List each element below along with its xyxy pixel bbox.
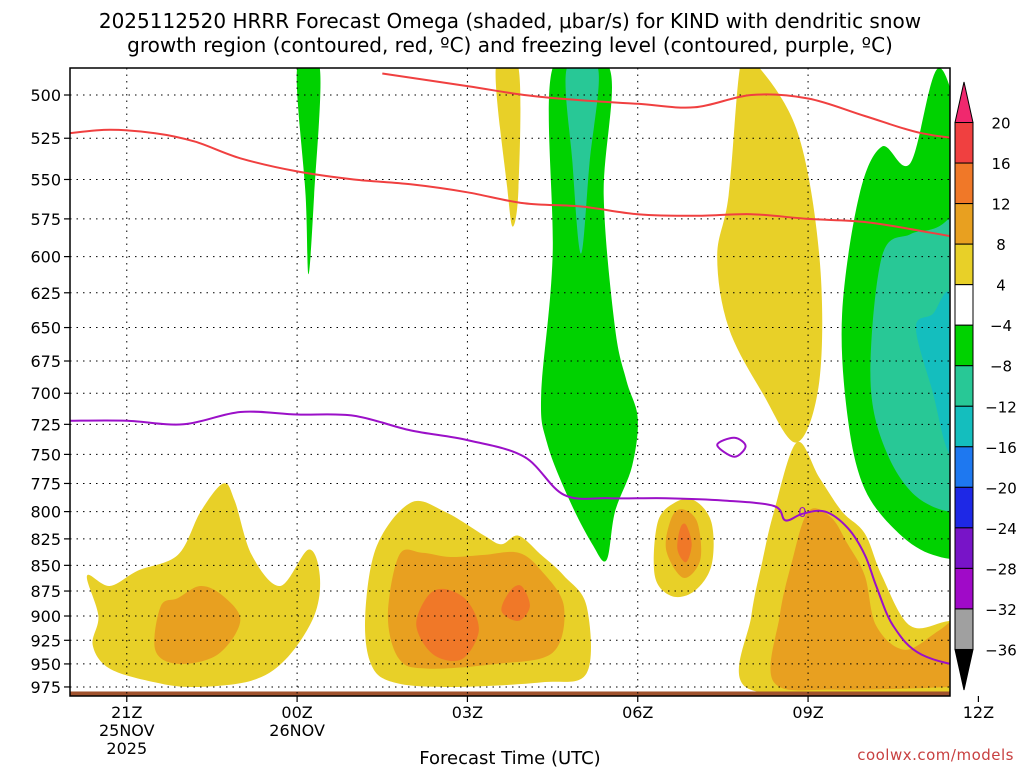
colorbar-swatch-3 (954, 203, 974, 245)
omega-region-16 (416, 588, 479, 662)
omega-region-20 (677, 523, 692, 563)
colorbar-label-11: −28 (985, 560, 1017, 578)
colorbar-swatch-13 (954, 608, 974, 650)
y-tick-label-925: 925 (30, 631, 61, 650)
colorbar-label-9: −20 (985, 479, 1017, 497)
colorbar-label-2: 12 (991, 196, 1010, 214)
grid-lines (70, 68, 950, 696)
dendritic-contour-0 (382, 72, 950, 139)
y-tick-label-900: 900 (30, 607, 61, 626)
plot-frame (69, 67, 951, 697)
colorbar-label-5: −4 (990, 317, 1012, 335)
omega-region-2 (540, 68, 638, 562)
colorbar-label-12: −32 (985, 601, 1017, 619)
colorbar-label-6: −8 (990, 358, 1012, 376)
colorbar-swatch-12 (954, 567, 974, 610)
colorbar-swatch-4 (954, 243, 974, 286)
y-tick-label-975: 975 (30, 678, 61, 697)
x-tick-label-0-1: 25NOV (99, 721, 155, 740)
y-tick-label-650: 650 (30, 319, 61, 338)
y-axis: 500 525 550 575 600 625 650 675 700 725 750 775 800 8… (30, 86, 70, 697)
colorbar-swatch-9 (954, 446, 974, 488)
y-tick-label-700: 700 (30, 384, 61, 403)
colorbar-label-4: 4 (996, 277, 1006, 295)
omega-region-7 (915, 291, 950, 455)
y-tick-label-675: 675 (30, 352, 61, 371)
y-tick-label-750: 750 (30, 445, 61, 464)
y-tick-label-875: 875 (30, 582, 61, 601)
x-tick-label-2-0: 03Z (452, 703, 483, 722)
x-tick-label-4-0: 09Z (792, 703, 823, 722)
y-tick-label-800: 800 (30, 503, 61, 522)
y-tick-label-950: 950 (30, 655, 61, 674)
colorbar-label-1: 16 (991, 155, 1010, 173)
colorbar-swatch-8 (954, 405, 974, 448)
y-tick-label-575: 575 (30, 210, 61, 229)
omega-region-17 (501, 585, 530, 621)
colorbar-swatch-6 (954, 324, 974, 367)
omega-region-6 (870, 217, 950, 512)
colorbar-label-8: −16 (985, 439, 1017, 457)
y-tick-label-725: 725 (30, 415, 61, 434)
omega-region-4 (717, 68, 823, 443)
x-tick-label-1-1: 26NOV (269, 721, 325, 740)
colorbar-label-7: −12 (985, 398, 1017, 416)
chart-title-line-1: 2025112520 HRRR Forecast Omega (shaded, … (99, 9, 921, 33)
y-tick-label-825: 825 (30, 530, 61, 549)
x-axis-title: Forecast Time (UTC) (419, 748, 600, 768)
x-tick-label-0-2: 2025 (106, 739, 147, 758)
colorbar-swatch-7 (954, 365, 974, 407)
y-tick-label-775: 775 (30, 474, 61, 493)
colorbar-label-10: −24 (985, 520, 1017, 538)
y-tick-label-500: 500 (30, 86, 61, 105)
y-tick-label-525: 525 (30, 129, 61, 148)
colorbar-label-13: −36 (985, 641, 1017, 659)
x-tick-label-1-0: 00Z (281, 703, 312, 722)
colorbar-label-0: 20 (991, 115, 1010, 133)
omega-region-12 (86, 483, 321, 688)
y-tick-label-625: 625 (30, 284, 61, 303)
colorbar-swatch-1 (954, 122, 974, 164)
colorbar-swatch-0 (954, 81, 974, 124)
ground-strip (70, 691, 950, 696)
dendritic-contour-1 (70, 128, 950, 238)
freezing-level-label: 0 (798, 506, 806, 521)
omega-region-22 (770, 508, 950, 691)
omega-region-0 (296, 68, 321, 275)
y-tick-label-850: 850 (30, 556, 61, 575)
omega-region-1 (495, 68, 521, 227)
colorbar-swatch-10 (954, 486, 974, 529)
colorbar-swatch-14 (954, 648, 974, 691)
omega-region-15 (387, 549, 565, 669)
colorbar: 20 16 12 8 4 −4 −8 −12 −16 −20 −24 −28 −32 −36 (954, 81, 1017, 691)
colorbar-swatch-5 (954, 284, 974, 326)
credit-text: coolwx.com/models (857, 746, 1014, 764)
omega-region-13 (154, 585, 241, 665)
colorbar-swatch-2 (954, 162, 974, 205)
freezing-level-contour (70, 410, 950, 665)
x-tick-label-3-0: 06Z (622, 703, 653, 722)
colorbar-swatch-11 (954, 527, 974, 569)
freezing-level-loop (716, 436, 747, 458)
x-tick-label-5-0: 12Z (963, 703, 994, 722)
y-tick-label-600: 600 (30, 248, 61, 267)
contour-lines: 0 (70, 72, 950, 665)
y-tick-label-550: 550 (30, 170, 61, 189)
omega-region-3 (565, 68, 599, 254)
x-tick-label-0-0: 21Z (111, 703, 142, 722)
colorbar-label-3: 8 (996, 236, 1006, 254)
chart-title-line-2: growth region (contoured, red, ºC) and f… (127, 33, 893, 57)
